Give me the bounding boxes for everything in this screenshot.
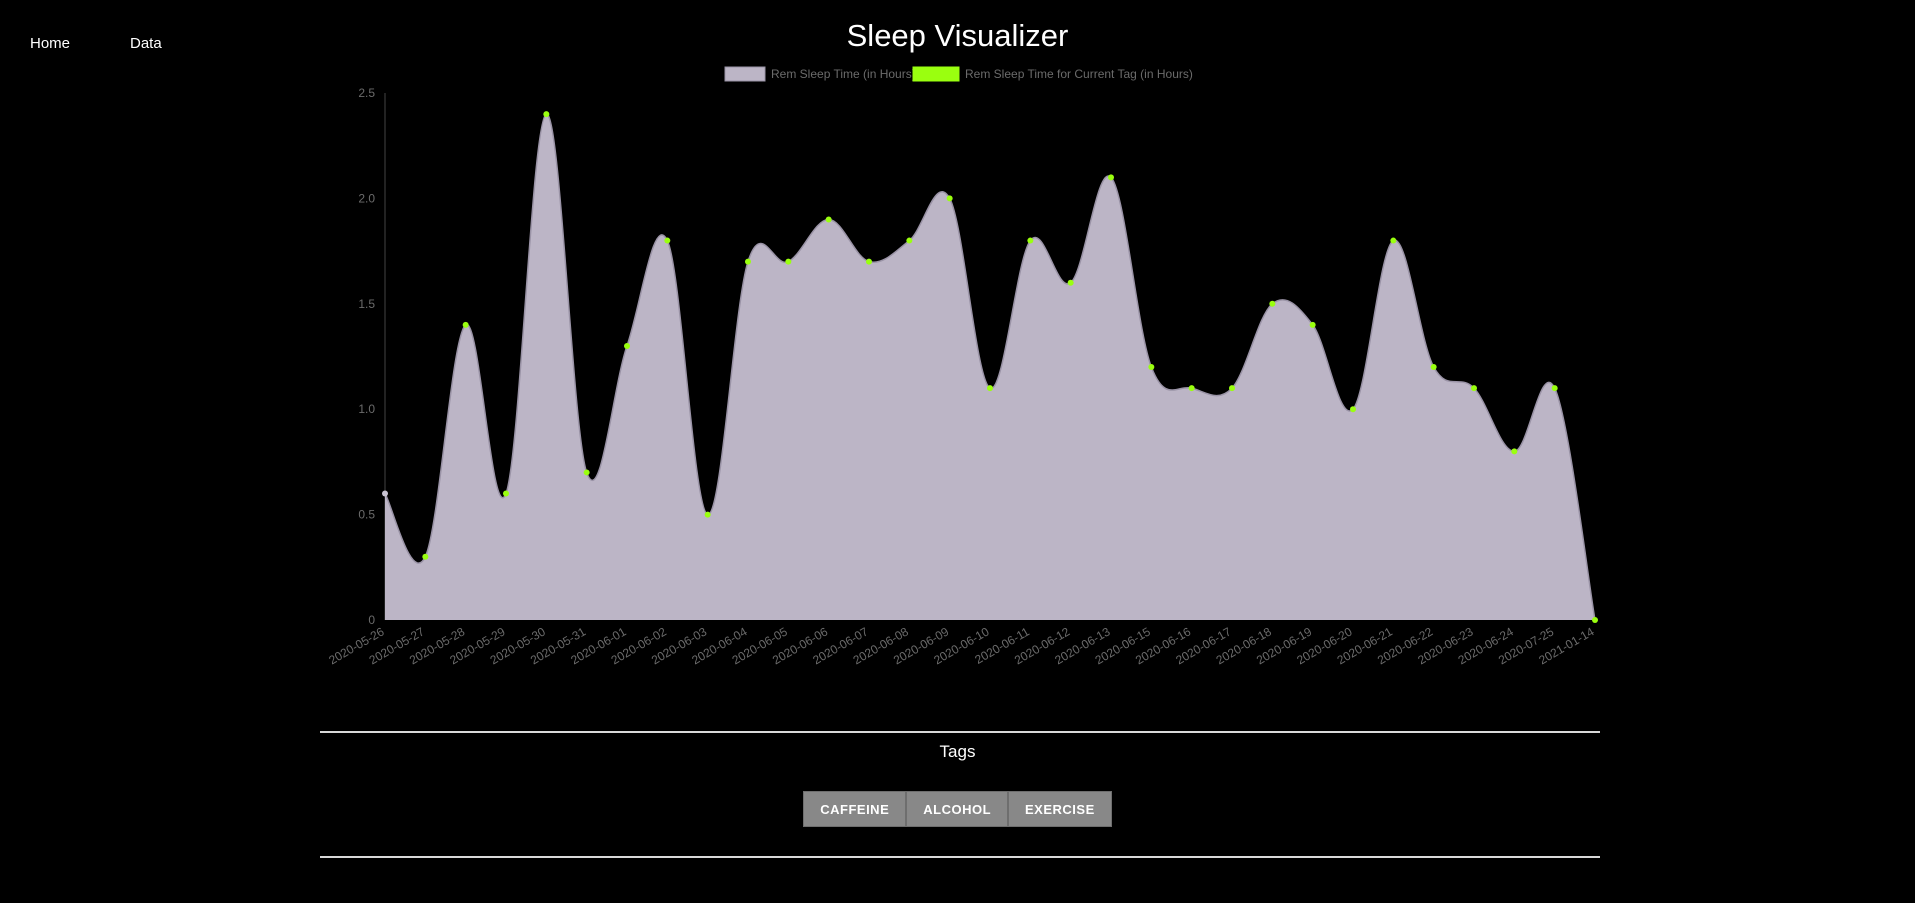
tag-data-point (1511, 448, 1518, 455)
tag-data-point (745, 258, 751, 265)
tag-button-caffeine[interactable]: CAFFEINE (803, 791, 907, 827)
legend-swatch-rem (724, 66, 766, 82)
tag-data-point (543, 111, 550, 118)
data-point (382, 490, 388, 497)
legend-label-rem: Rem Sleep Time (in Hours) (771, 67, 916, 81)
tag-data-point (785, 258, 792, 265)
tag-data-point (1390, 237, 1397, 244)
nav-home-link[interactable]: Home (30, 35, 71, 52)
tag-data-point (1551, 385, 1558, 392)
tag-button-exercise[interactable]: EXERCISE (1008, 791, 1112, 827)
tag-data-point (1067, 279, 1074, 286)
nav-data-link[interactable]: Data (130, 35, 162, 52)
tag-button-alcohol[interactable]: ALCOHOL (906, 791, 1009, 827)
tag-data-point (1148, 364, 1155, 371)
y-tick-label: 0.5 (358, 508, 375, 522)
tag-data-point (1592, 617, 1598, 623)
legend-swatch-tag (912, 66, 960, 82)
tag-data-point (1027, 237, 1034, 244)
y-tick-label: 1.0 (358, 402, 375, 416)
tags-bottom-divider (320, 856, 1600, 858)
y-tick-label: 0 (368, 613, 375, 627)
tag-data-point (1188, 385, 1195, 392)
tag-data-point (946, 195, 953, 202)
tag-data-point (664, 237, 671, 244)
tag-data-point (1309, 321, 1316, 328)
tag-data-point (422, 553, 429, 560)
chart-legend: Rem Sleep Time (in Hours) Rem Sleep Time … (724, 66, 1193, 82)
page-title: Sleep Visualizer (846, 18, 1069, 53)
rem-sleep-chart: Rem Sleep Time (in Hours) Rem Sleep Time … (326, 66, 1598, 667)
tag-data-point (1471, 385, 1477, 392)
tag-data-point (503, 490, 509, 497)
tag-data-point (1269, 300, 1276, 307)
tag-data-point (1430, 364, 1437, 371)
legend-label-tag: Rem Sleep Time for Current Tag (in Hours… (965, 67, 1193, 81)
tag-data-point (704, 511, 711, 518)
tag-data-point (1108, 174, 1114, 181)
tag-data-point (462, 321, 469, 328)
tag-data-point (583, 469, 590, 476)
tag-data-point (987, 385, 993, 392)
y-tick-label: 2.5 (358, 86, 375, 100)
y-tick-label: 2.0 (358, 191, 375, 205)
tag-data-point (825, 216, 832, 223)
tag-data-point (1350, 406, 1356, 413)
tag-data-point (1229, 385, 1235, 392)
tag-data-point (906, 237, 913, 244)
tag-button-group: CAFFEINE ALCOHOL EXERCISE (0, 791, 1915, 827)
tag-data-point (866, 258, 872, 265)
tags-top-divider (320, 731, 1600, 733)
tag-data-point (624, 342, 630, 349)
y-tick-label: 1.5 (358, 297, 375, 311)
tags-heading: Tags (939, 742, 976, 761)
rem-sleep-area (385, 114, 1595, 621)
